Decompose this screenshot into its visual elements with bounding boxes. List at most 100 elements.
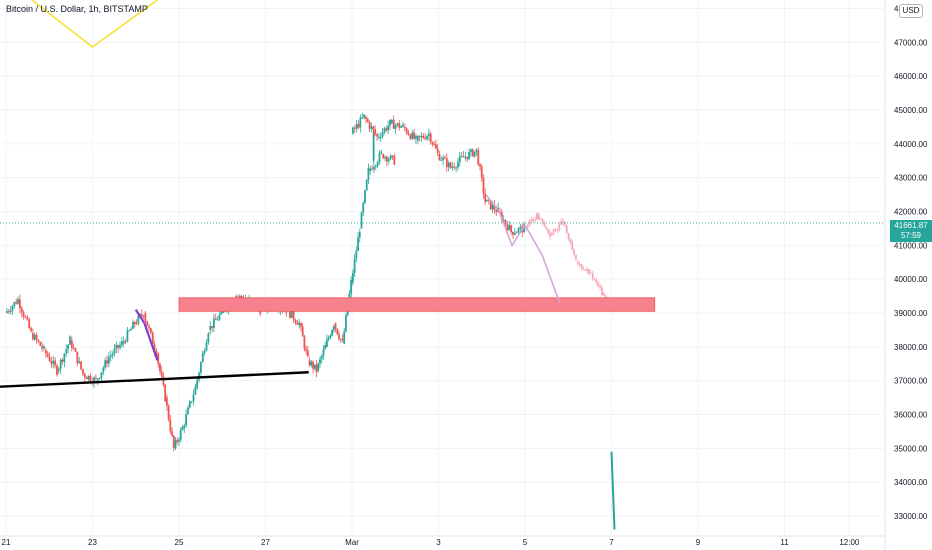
candle	[480, 166, 483, 178]
projection-candle	[539, 218, 542, 220]
support-zone	[178, 297, 656, 312]
candle	[470, 149, 472, 153]
projection-candle	[558, 224, 561, 231]
projection-candle	[526, 225, 529, 228]
projection-candle	[556, 229, 559, 231]
projection-candle	[538, 214, 540, 219]
candle	[382, 153, 385, 159]
projection-candle	[589, 272, 592, 274]
candle	[17, 298, 19, 304]
candle	[329, 335, 332, 338]
projection-candle	[550, 232, 553, 236]
candle	[117, 344, 120, 348]
candle	[15, 301, 18, 304]
projection-candle	[588, 269, 590, 274]
candle	[407, 133, 410, 135]
candle	[374, 129, 377, 135]
candle	[207, 333, 210, 343]
candle	[405, 128, 408, 134]
candle	[372, 126, 375, 130]
y-tick-label: 35000.00	[894, 444, 928, 453]
projection-candle	[569, 239, 572, 243]
candle	[26, 317, 29, 320]
candle	[119, 344, 121, 348]
candle	[384, 156, 386, 159]
candle	[457, 161, 459, 168]
candle	[326, 339, 328, 347]
candle	[392, 119, 395, 129]
projection-candle	[532, 219, 535, 221]
y-tick-label: 45000.00	[894, 106, 928, 115]
candle	[362, 202, 365, 213]
candle	[96, 378, 99, 381]
projection-candle	[536, 212, 538, 220]
candle	[142, 315, 145, 317]
candle	[444, 157, 446, 159]
candle	[214, 318, 217, 320]
candle	[471, 149, 474, 157]
candle	[83, 373, 86, 378]
candle	[376, 134, 378, 137]
candle	[52, 360, 55, 364]
projection-candle	[602, 292, 605, 296]
candle	[39, 341, 42, 346]
candle	[240, 296, 243, 299]
projection-candle	[549, 233, 551, 237]
candle	[402, 124, 404, 127]
candle	[353, 127, 356, 129]
candle	[322, 349, 325, 356]
candle	[120, 341, 123, 345]
candle	[7, 311, 10, 313]
candle	[319, 359, 321, 364]
x-tick-label: 25	[175, 538, 184, 547]
projection-candle	[597, 282, 600, 286]
candle	[35, 334, 38, 340]
candle	[460, 156, 463, 158]
candle	[377, 136, 380, 138]
candle	[216, 319, 219, 321]
future-bar	[610, 451, 616, 530]
candle	[146, 321, 149, 327]
candle	[512, 231, 514, 235]
price-axis[interactable]: 48 47000.00 46000.00 45000.00 44000.00 43000.…	[894, 4, 928, 521]
candle	[74, 348, 77, 352]
time-axis[interactable]: 21 23 25 27 Mar 3 5 7 9 11 12:00	[2, 538, 860, 547]
candle	[350, 280, 353, 294]
projection-candle	[571, 242, 574, 250]
candle	[174, 440, 177, 449]
y-tick-label: 38000.00	[894, 343, 928, 352]
trend-line	[0, 371, 309, 388]
candle	[194, 386, 197, 395]
candle	[196, 379, 199, 388]
candle	[489, 200, 492, 210]
projection-candle	[584, 269, 587, 271]
candle	[124, 341, 127, 343]
projection-candle	[578, 264, 581, 266]
candle	[153, 344, 156, 352]
candle	[296, 322, 299, 325]
candle	[33, 334, 36, 340]
candle	[389, 155, 392, 160]
purple-swing-line	[134, 309, 159, 361]
projection-candle	[528, 220, 531, 226]
x-tick-label: 5	[523, 538, 528, 547]
candle	[310, 361, 313, 366]
candle	[300, 323, 302, 327]
candle	[353, 258, 356, 274]
candle	[486, 199, 488, 202]
candle	[63, 353, 66, 362]
candle	[458, 156, 461, 162]
candle	[379, 136, 382, 138]
chart-title: Bitcoin / U.S. Dollar, 1h, BITSTAMP	[6, 4, 148, 14]
candle	[292, 311, 295, 320]
currency-button[interactable]: USD	[899, 4, 923, 18]
candle	[320, 355, 323, 360]
projection-candle	[591, 273, 594, 280]
candle	[100, 372, 103, 378]
candle	[436, 148, 439, 153]
candle	[389, 119, 391, 126]
candle	[294, 319, 297, 323]
candle	[338, 334, 340, 339]
candle	[187, 407, 189, 415]
